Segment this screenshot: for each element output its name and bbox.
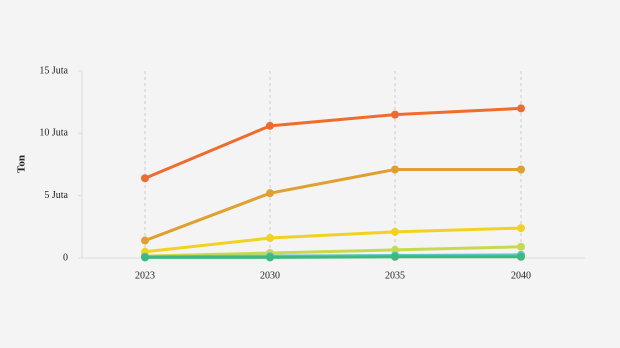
y-tick-label: 15 Juta [39,65,68,76]
point [391,110,399,119]
y-tick-label: 5 Juta [44,190,68,201]
point [517,104,525,113]
y-tick-label: 0 [63,252,68,263]
point [266,253,274,262]
point [141,236,149,245]
x-tick-label: 2040 [511,270,531,281]
line [144,106,522,180]
x-tick-label: 2035 [385,270,405,281]
point [391,165,399,174]
point [391,245,399,254]
point [517,165,525,174]
y-axis-label: Ton [16,155,28,173]
line [144,245,522,258]
y-tick-label: 10 Juta [39,128,68,139]
point [517,242,525,251]
x-tick-label: 2030 [260,270,280,281]
point [517,224,525,233]
line [145,255,521,259]
line [144,226,522,254]
point [391,227,399,236]
line [144,167,521,242]
point [517,252,525,261]
point [266,121,274,130]
point [141,253,149,262]
x-tick-label: 2023 [135,270,155,281]
point [266,189,274,198]
point [141,174,149,183]
point [391,252,399,261]
point [266,234,274,243]
